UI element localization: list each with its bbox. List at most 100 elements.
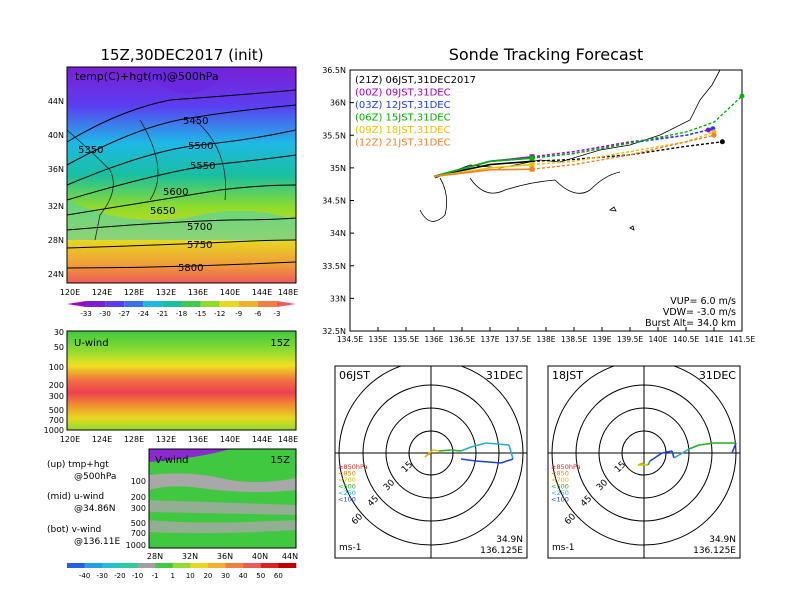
hodo-lat: 34.9N	[709, 535, 736, 545]
lon-tick: 124E	[92, 435, 112, 444]
colorbar-cell	[190, 563, 209, 568]
legend-entry: (00Z) 09JST,31DEC	[355, 88, 451, 99]
legend-entry: (06Z) 15JST,31DEC	[355, 113, 451, 124]
lat-tick: 40N	[48, 131, 64, 140]
colorbar-label: 30	[221, 572, 230, 580]
track-line-dashed	[531, 95, 743, 159]
lon-tick: 132E	[156, 435, 176, 444]
hodograph-segment	[470, 442, 487, 448]
colorbar-cell	[102, 563, 121, 568]
colorbar-label: -12	[214, 310, 225, 318]
lon-tick: 141.5E	[729, 335, 755, 344]
colorbar-label: 20	[203, 572, 212, 580]
map-lat-ticks: 44N 40N 36N 32N 28N 24N	[48, 97, 64, 279]
colorbar-label: -24	[138, 310, 150, 318]
lon-tick: 135.5E	[393, 335, 419, 344]
hodo-lat: 34.9N	[496, 535, 523, 545]
hodograph-segment	[438, 449, 452, 452]
track-title: Sonde Tracking Forecast	[449, 45, 644, 64]
hodograph-segment	[500, 458, 514, 464]
track-lat-ticks: 36.5N 36N 35.5N 35N 34.5N 34N 33.5N 33N 32.5N	[322, 66, 354, 336]
lon-tick: 148E	[278, 435, 298, 444]
burst-marker	[529, 158, 535, 164]
track-line	[433, 157, 533, 178]
colorbar-cell	[260, 563, 279, 568]
colorbar-label: 50	[256, 572, 265, 580]
lat-tick: 28N	[147, 552, 163, 561]
hodograph-segment	[432, 449, 440, 452]
hodograph-segment	[649, 452, 663, 462]
colorbar-cell	[67, 563, 85, 568]
lon-tick: 128E	[124, 288, 144, 297]
hodo-unit: ms-1	[339, 543, 361, 553]
hodo-unit: ms-1	[552, 543, 574, 553]
contour-label: 5500	[188, 141, 213, 152]
lon-tick: 128E	[124, 435, 144, 444]
p-tick: 200	[49, 381, 64, 390]
lon-tick: 120E	[60, 435, 80, 444]
colorbar-cell	[105, 301, 125, 307]
p-tick: 700	[49, 416, 64, 425]
hodo-legend-entry: <500	[551, 483, 569, 491]
hodograph-segment	[475, 460, 502, 464]
track-line-dashed	[531, 134, 715, 170]
colorbar-label: -40	[79, 572, 90, 580]
colorbar-cell	[137, 563, 156, 568]
lat-tick: 32N	[48, 202, 64, 211]
lat-tick: 34.5N	[322, 197, 346, 206]
legend-entry: (12Z) 21JST,31DEC	[355, 138, 451, 149]
lon-tick: 134.5E	[337, 335, 363, 344]
colorbar-label: -20	[114, 572, 125, 580]
lat-tick: 34N	[330, 229, 346, 238]
lat-tick: 33.5N	[322, 262, 346, 271]
hodo-time: 06JST	[339, 369, 370, 382]
burst-marker	[529, 166, 535, 172]
colorbar-cell	[162, 301, 182, 307]
colorbar-cell	[238, 301, 258, 307]
lon-tick: 136.5E	[449, 335, 475, 344]
lat-tick: 36N	[48, 165, 64, 174]
hodograph-segment	[424, 449, 434, 458]
vwind-label: V-wind	[155, 455, 189, 466]
legend-entry: (09Z) 18JST,31DEC	[355, 125, 451, 136]
lon-tick: 140.5E	[673, 335, 699, 344]
contour-labels: 5350 5450 5500 5550 5600 5650 5700 5750 …	[78, 116, 215, 274]
lat-tick: 44N	[282, 552, 298, 561]
hodo-legend-entry: ≥850hPa	[551, 463, 581, 471]
hodograph-rings	[335, 366, 527, 558]
burst-marker	[529, 155, 535, 161]
vup-text: VUP= 6.0 m/s	[670, 296, 736, 307]
lat-tick: 35.5N	[322, 131, 346, 140]
uwind-label: U-wind	[74, 338, 109, 349]
note-line: (mid) u-wind	[47, 492, 104, 502]
hodograph-segment	[460, 446, 472, 452]
hodograph-segment	[647, 460, 651, 466]
colorbar-cell	[278, 563, 297, 568]
colorbar-cell	[84, 563, 103, 568]
lon-tick: 139E	[592, 335, 611, 344]
hodograph-rings	[548, 366, 740, 558]
colorbar-cell	[143, 301, 163, 307]
colorbar-cell	[276, 301, 296, 307]
landing-marker	[739, 93, 745, 99]
colorbar-label: 1	[170, 572, 174, 580]
colorbar-cell	[172, 563, 191, 568]
track-series	[433, 93, 745, 178]
lon-tick: 135E	[368, 335, 387, 344]
colorbar-cell	[119, 563, 138, 568]
colorbar-cell	[86, 301, 106, 307]
vwind-lat-ticks: 28N 32N 36N 40N 44N	[147, 552, 298, 561]
colorbar-label: -33	[80, 310, 91, 318]
uwind-p-ticks: 30 50 100 200 300 500 700 1000	[44, 328, 64, 435]
p-tick: 50	[54, 343, 64, 352]
hodo-legend-entry: <700	[338, 476, 356, 484]
hodograph-segment	[671, 450, 675, 459]
colorbar-label: -18	[176, 310, 187, 318]
hodo-legend-entry: <100	[338, 496, 356, 504]
wind-colorbar-labels: -40 -30 -20 -10 -1 1 10 20 30 40 50 60	[79, 572, 283, 580]
colorbar-cell	[124, 301, 144, 307]
lon-tick: 136E	[188, 288, 208, 297]
note-line: @500hPa	[74, 472, 116, 482]
track-line-dashed	[531, 141, 723, 162]
p-tick: 30	[54, 328, 64, 337]
